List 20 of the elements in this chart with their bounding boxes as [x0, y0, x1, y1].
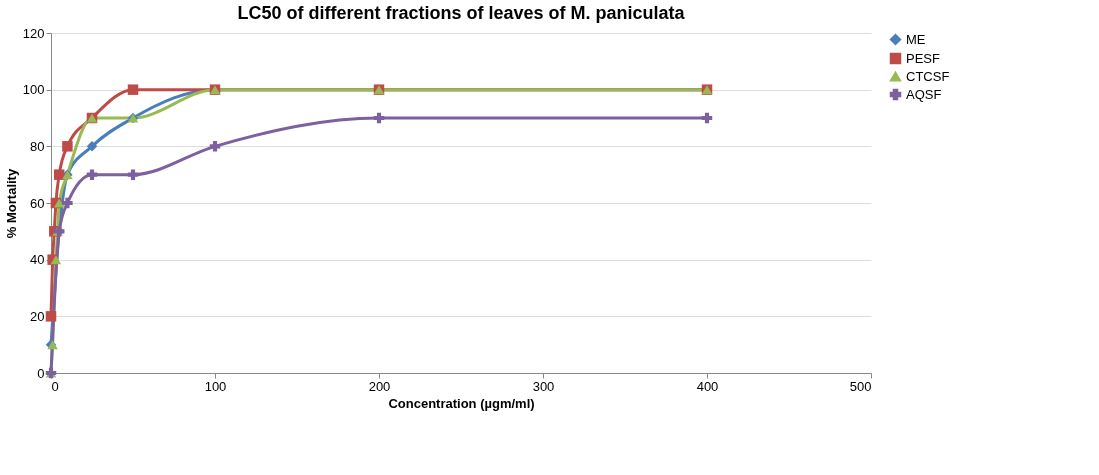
y-tick-label: 40 [30, 252, 45, 268]
y-tick-label: 20 [30, 308, 45, 324]
y-tick-label: 120 [22, 25, 45, 41]
legend-label: AQSF [906, 86, 942, 102]
chart-title: LC50 of different fractions of leaves of M. paniculata [237, 3, 686, 23]
y-axis-title: % Mortality [3, 168, 19, 239]
x-tick-label: 200 [368, 378, 391, 394]
x-axis-title: Concentration (µgm/ml) [388, 395, 535, 411]
x-tick-label: 300 [532, 378, 555, 394]
legend-label: PESF [906, 50, 941, 66]
y-tick-label: 60 [30, 195, 45, 211]
x-tick-label: 100 [204, 378, 227, 394]
legend-label: ME [906, 31, 926, 47]
x-tick-label: 500 [849, 378, 872, 394]
y-tick-label: 80 [30, 138, 45, 154]
legend-label: CTCSF [906, 68, 950, 84]
y-tick-label: 0 [37, 365, 45, 381]
y-tick-label: 100 [22, 82, 45, 98]
x-tick-label: 400 [696, 378, 719, 394]
x-tick-label: 0 [51, 378, 59, 394]
